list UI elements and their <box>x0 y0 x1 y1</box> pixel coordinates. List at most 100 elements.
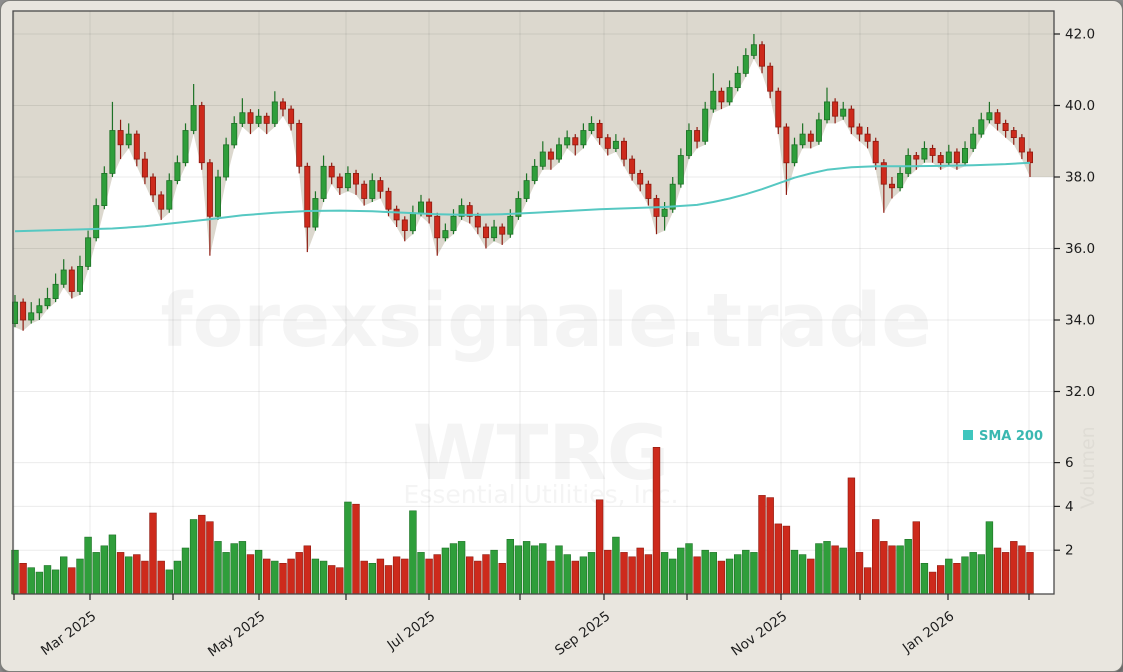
candle-body <box>897 172 904 189</box>
volume-bar <box>652 446 661 595</box>
candle-body <box>783 126 790 164</box>
volume-bar <box>839 547 847 595</box>
candle-body <box>198 105 205 164</box>
candle-body <box>856 126 863 135</box>
volume-bar <box>912 521 921 595</box>
candle-body <box>499 226 506 235</box>
volume-bar <box>847 477 856 595</box>
volume-bar <box>19 562 27 595</box>
volume-bar <box>149 512 157 595</box>
volume-bar <box>165 569 173 595</box>
candle-body <box>832 101 839 117</box>
candle-body <box>880 162 887 185</box>
candle-body <box>572 137 579 146</box>
symbol-watermark: WTRG <box>413 408 670 497</box>
volume-bar <box>336 567 344 595</box>
candle-body <box>921 147 928 160</box>
candle-body <box>401 219 408 231</box>
volume-bar <box>206 521 214 595</box>
volume-bar <box>555 545 563 595</box>
candle-body <box>279 101 286 110</box>
volume-tick-label: 4 <box>1065 499 1074 515</box>
volume-bar <box>319 560 328 595</box>
volume-bar <box>295 552 303 595</box>
volume-tick-label: 6 <box>1065 455 1074 471</box>
volume-bar <box>279 562 287 595</box>
candle-body <box>206 162 213 217</box>
candle-body <box>288 108 295 124</box>
volume-bar <box>27 567 35 595</box>
candle-body <box>1018 137 1025 153</box>
candle-body <box>848 108 855 128</box>
volume-bar <box>35 571 44 595</box>
candle-body <box>539 151 546 167</box>
candle-body <box>629 158 636 174</box>
volume-bar <box>855 552 864 595</box>
volume-bar <box>985 521 994 595</box>
volume-bar <box>173 560 182 595</box>
volume-bar <box>668 558 677 595</box>
sma-legend: SMA 200 <box>963 429 1043 444</box>
candle-body <box>60 269 67 285</box>
volume-bar <box>76 558 84 595</box>
volume-bar <box>571 560 580 595</box>
volume-bar <box>547 560 555 595</box>
candle-body <box>491 226 498 239</box>
x-axis-labels: Mar 2025 May 2025 Jul 2025 Sep 2025 Nov 2025… <box>38 608 957 660</box>
volume-bar <box>742 549 750 595</box>
candle-body <box>864 133 871 142</box>
candle-body <box>223 144 230 178</box>
candle-body <box>182 130 189 164</box>
volume-bar <box>141 560 149 595</box>
candle-body <box>596 123 603 139</box>
x-tick-label: Nov 2025 <box>728 608 790 659</box>
candle-body <box>588 123 595 132</box>
volume-bar <box>133 554 141 595</box>
candle-body <box>466 205 473 217</box>
volume-bar <box>790 549 799 595</box>
volume-bar <box>595 499 604 595</box>
candle-body <box>807 133 814 142</box>
candle-body <box>564 137 571 146</box>
volume-bar <box>701 549 709 595</box>
plot-border-rect <box>12 10 1055 595</box>
sma-legend-swatch <box>963 430 973 440</box>
candle-body <box>726 87 733 103</box>
volume-bar <box>945 558 953 595</box>
candle-body <box>417 201 424 214</box>
candle-body <box>125 133 132 146</box>
sma-legend-label: SMA 200 <box>979 429 1043 444</box>
volume-bar <box>68 567 76 595</box>
candle-body <box>117 130 124 146</box>
volume-bar <box>539 543 547 595</box>
candle-body <box>133 133 140 160</box>
volume-bar <box>725 558 734 595</box>
candle-body <box>377 180 384 192</box>
candle-body <box>799 133 806 146</box>
candle-body <box>937 155 944 164</box>
candle-body <box>978 119 985 135</box>
candle-body <box>369 180 376 199</box>
volume-bar <box>222 552 230 595</box>
candle-body <box>158 194 165 210</box>
candle-body <box>750 44 757 56</box>
candle-body <box>68 269 75 292</box>
volume-bar <box>417 552 425 595</box>
price-area-fill <box>13 59 1054 594</box>
volume-bar <box>604 549 612 595</box>
candle-body <box>409 212 416 232</box>
candle-body <box>474 215 481 228</box>
volume-bar <box>376 558 385 595</box>
volume-bar <box>92 552 100 595</box>
candle-body <box>507 215 514 235</box>
candle-body <box>840 108 847 117</box>
candle-body <box>296 123 303 167</box>
volume-bar <box>977 554 986 595</box>
candle-body <box>913 155 920 160</box>
candle-body <box>255 115 262 124</box>
volume-bar <box>465 556 474 595</box>
candle-body <box>482 226 489 239</box>
price-tick-label: 36.0 <box>1065 241 1095 257</box>
candle-body <box>77 265 84 292</box>
